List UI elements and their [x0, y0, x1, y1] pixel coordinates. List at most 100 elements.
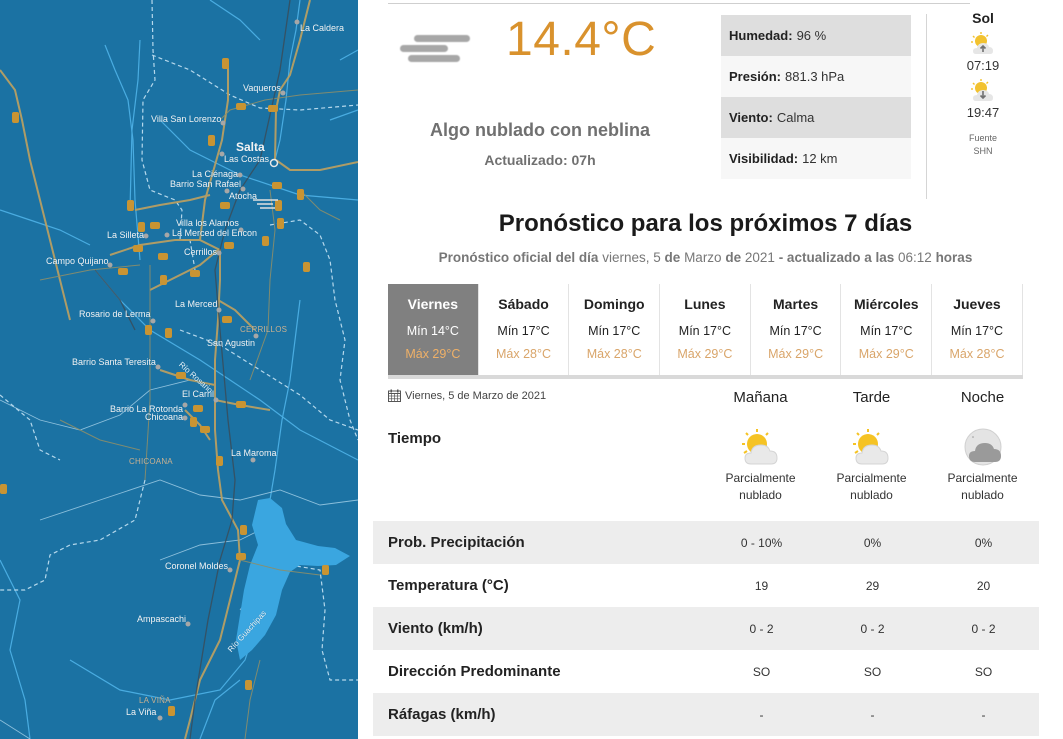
forecast-title: Pronóstico para los próximos 7 días	[498, 210, 913, 237]
day-min: Mín 17°C	[588, 324, 641, 338]
period-tarde: Tarde Parcialmente nublado	[816, 389, 927, 504]
row-label: Ráfagas (km/h)	[388, 706, 496, 723]
stat-value: 96 %	[796, 28, 827, 43]
map-city-label: La Ciénaga	[192, 169, 239, 179]
subtitle-time: 06:12	[898, 250, 932, 265]
cell-noche: 0%	[974, 535, 993, 550]
period-name: Noche	[960, 389, 1005, 406]
map-city-label: Chicoana	[145, 412, 184, 422]
source-value: SHN	[973, 146, 993, 156]
table-row: Prob. Precipitación 0 - 10% 0% 0%	[373, 521, 1039, 564]
day-name: Miércoles	[853, 296, 919, 312]
forecast-subtitle: Pronóstico oficial del día viernes, 5 de…	[388, 250, 1023, 265]
sunrise-time: 07:19	[966, 58, 1000, 73]
period-desc: Parcialmente	[947, 471, 1018, 485]
day-max: Máx 29°C	[677, 347, 733, 361]
stat-wind: Viento: Calma	[721, 97, 911, 138]
map-city-label: San Agustin	[207, 338, 256, 348]
stat-label: Humedad:	[729, 28, 793, 43]
map-city-label: Cerrillos	[184, 247, 218, 257]
map-city-label: La Viña	[126, 707, 157, 717]
period-desc: nublado	[850, 488, 893, 502]
day-min: Mín 17°C	[950, 324, 1004, 338]
map-department-label: CERRILLOS	[240, 325, 288, 334]
stat-label: Visibilidad:	[729, 151, 799, 166]
stat-value: 12 km	[802, 151, 838, 166]
current-temperature: 14.4°C	[506, 13, 657, 66]
day-tab-jueves[interactable]: Jueves Mín 17°C Máx 28°C	[932, 284, 1023, 375]
day-tab-miercoles[interactable]: Miércoles Mín 17°C Máx 29°C	[841, 284, 933, 375]
day-tab-martes[interactable]: Martes Mín 17°C Máx 29°C	[751, 284, 842, 375]
table-row: Temperatura (°C) 19 29 20	[373, 564, 1039, 607]
map-city-label: El Carril	[182, 389, 215, 399]
row-label: Temperatura (°C)	[388, 577, 509, 594]
sun-source: Fuente SHN	[953, 132, 1013, 158]
cell-noche: 20	[976, 578, 991, 593]
stat-humidity: Humedad: 96 %	[721, 15, 911, 56]
day-tab-domingo[interactable]: Domingo Mín 17°C Máx 28°C	[569, 284, 661, 375]
subtitle-month: Marzo	[684, 250, 722, 265]
map-city-label: Villa los Alamos	[176, 218, 239, 228]
day-name: Domingo	[583, 296, 645, 312]
map-department-label: LA VIÑA	[139, 696, 171, 705]
day-periods: Mañana Parcialmente nublado Tarde	[705, 389, 1038, 504]
cell-tarde: 0 - 2	[860, 621, 885, 636]
day-tab-sabado[interactable]: Sábado Mín 17°C Máx 28°C	[479, 284, 570, 375]
tiempo-label: Tiempo	[388, 430, 442, 447]
fog-icon	[398, 33, 474, 67]
partly-cloudy-day-icon	[850, 428, 894, 468]
current-updated: Actualizado: 07h	[484, 152, 596, 168]
day-name: Viernes	[407, 296, 459, 312]
calendar-icon	[388, 389, 401, 402]
period-noche: Noche Parcialmente nublado	[927, 389, 1038, 504]
cell-manana: 0 - 10%	[740, 535, 783, 550]
cell-tarde: SO	[863, 664, 882, 679]
map-city-label: La Maroma	[231, 448, 277, 458]
day-max: Máx 29°C	[405, 347, 461, 361]
table-row: Viento (km/h) 0 - 2 0 - 2 0 - 2	[373, 607, 1039, 650]
day-name: Lunes	[684, 296, 726, 312]
cell-noche: 0 - 2	[971, 621, 996, 636]
day-min: Mín 14°C	[406, 324, 459, 338]
day-name: Martes	[773, 296, 819, 312]
cell-manana: 0 - 2	[749, 621, 774, 636]
period-desc: Parcialmente	[836, 471, 907, 485]
current-condition: Algo nublado con neblina	[430, 120, 650, 140]
stat-label: Presión:	[729, 69, 782, 84]
map-city-label: Barrio Santa Teresita	[72, 357, 156, 367]
sunset-icon	[971, 79, 995, 103]
map-city-label: Campo Quijano	[46, 256, 109, 266]
map-city-label: La Silleta	[107, 230, 145, 240]
subtitle-text: de	[725, 250, 742, 265]
sunset-time: 19:47	[966, 105, 1000, 120]
cell-tarde: 0%	[863, 535, 882, 550]
map-panel[interactable]: La Caldera Vaqueros Villa San Lorenzo Salta…	[0, 0, 358, 739]
day-min: Mín 17°C	[678, 324, 732, 338]
cell-tarde: -	[870, 707, 875, 722]
cell-tarde: 29	[865, 578, 880, 593]
map-city-label: Barrio La Rotonda	[110, 404, 184, 414]
cell-noche: SO	[974, 664, 993, 679]
cell-noche: -	[981, 707, 986, 722]
map-city-label: Las Costas	[224, 154, 270, 164]
vertical-divider	[926, 14, 927, 199]
map-city-label: Rosario de Lerma	[79, 309, 151, 319]
day-max: Máx 29°C	[858, 347, 914, 361]
detail-date: Viernes, 5 de Marzo de 2021	[388, 389, 546, 402]
subtitle-text: horas	[935, 250, 973, 265]
subtitle-text: de	[664, 250, 681, 265]
day-min: Mín 17°C	[497, 324, 550, 338]
row-label: Dirección Predominante	[388, 663, 561, 680]
day-tab-viernes[interactable]: Viernes Mín 14°C Máx 29°C	[388, 284, 479, 375]
map-city-label: Salta	[236, 140, 265, 154]
map-city-label: Atocha	[229, 191, 258, 201]
subtitle-year: 2021	[744, 250, 775, 265]
row-label: Viento (km/h)	[388, 620, 483, 637]
day-tabs: Viernes Mín 14°C Máx 29°C Sábado Mín 17°C Má…	[388, 284, 1023, 379]
subtitle-text: - actualizado a las	[778, 250, 895, 265]
sunrise-icon	[971, 32, 995, 56]
day-max: Máx 29°C	[768, 347, 824, 361]
weather-content: 14.4°C Algo nublado con neblina Actualiz…	[358, 0, 1063, 739]
day-tab-lunes[interactable]: Lunes Mín 17°C Máx 29°C	[660, 284, 751, 375]
